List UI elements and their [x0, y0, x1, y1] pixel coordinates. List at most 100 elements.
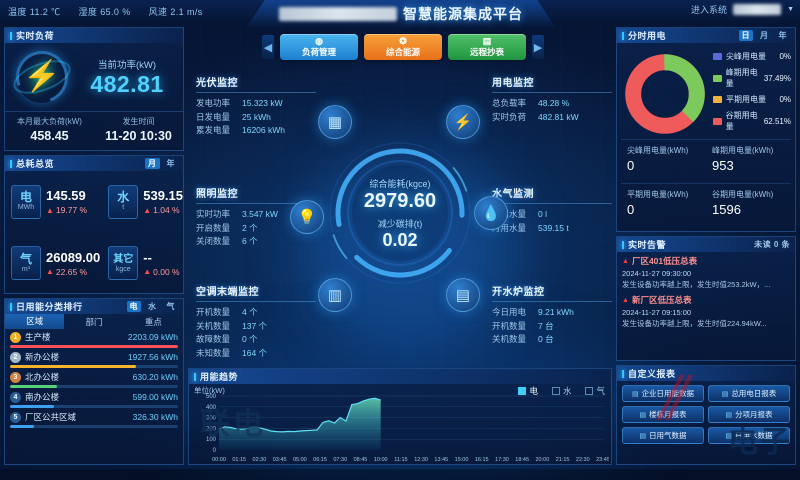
- tab-day[interactable]: 日: [738, 30, 753, 41]
- tab-water[interactable]: 水: [148, 302, 157, 311]
- tab-month[interactable]: 月: [760, 31, 769, 40]
- tab-month[interactable]: 月: [145, 158, 160, 169]
- legend-toggle-electricity[interactable]: 电: [518, 385, 538, 397]
- chevron-down-icon: ▼: [787, 6, 794, 13]
- rank-tab-department[interactable]: 部门: [85, 316, 103, 327]
- monitor-title: 光伏监控: [196, 74, 316, 93]
- rank-progress-fill: [10, 425, 34, 428]
- monitor-title: 照明监控: [196, 185, 316, 204]
- svg-text:21:15: 21:15: [556, 457, 570, 463]
- monitor-title: 水气监测: [492, 185, 612, 204]
- panel-title-bar: 日用能分类排行 电 水 气: [5, 299, 183, 314]
- legend-toggle-gas[interactable]: 气: [585, 385, 605, 397]
- nav-button-label: 远程抄表: [469, 46, 504, 57]
- panel-realtime-alarms: 实时告警 未读 0 条 ▲ 厂区401低压总表 2024-11-27 09:30:…: [616, 236, 796, 361]
- report-button-daily-gas[interactable]: ▤ 日用气数据: [622, 427, 704, 444]
- panel-energy-trend: 用能趋势 单位(kW) 电 水 气 0 100 200 300 400 500 00:00…: [188, 368, 612, 465]
- svg-text:07:30: 07:30: [333, 457, 347, 463]
- current-power-value: 482.81: [90, 71, 164, 97]
- svg-text:18:45: 18:45: [515, 457, 529, 463]
- solar-panel-icon: ▦: [318, 105, 352, 139]
- monitor-row: 故障数量 0 个: [196, 334, 258, 344]
- panel-title: 日用能分类排行: [16, 302, 83, 312]
- metric-char: 电: [19, 190, 32, 205]
- tou-value-grid: 尖峰用电量(kWh) 0 峰期用电量(kWh) 953 平期用电量(kWh) 0…: [617, 139, 795, 227]
- list-item[interactable]: ▲ 厂区401低压总表 2024-11-27 09:30:00 发生设备功率越上限…: [622, 255, 790, 290]
- medal-icon: 5: [10, 411, 21, 423]
- nav-next-button[interactable]: ▶: [532, 35, 544, 59]
- trend-line-chart: 0 100 200 300 400 500 00:00 01:15 02:30 03:45 05:…: [206, 394, 609, 463]
- rank-value: 2203.09 kWh: [127, 332, 178, 342]
- panel-total-consumption: 总耗总览 月 年 电 MWh 145.59 ▲ 19.77 % 水 t: [4, 155, 184, 294]
- metric-unit: m³: [21, 265, 31, 273]
- report-button-enterprise-daily[interactable]: ▤ 企业日用能数据: [622, 385, 704, 402]
- list-item[interactable]: ▲ 新厂区低压总表 2024-11-27 09:15:00 发生设备功率越上限，发…: [622, 294, 790, 329]
- alarm-list: ▲ 厂区401低压总表 2024-11-27 09:30:00 发生设备功率越上限…: [617, 252, 795, 336]
- rank-tab-key[interactable]: 重点: [144, 316, 162, 327]
- electricity-values: 145.59 ▲ 19.77 %: [46, 188, 87, 215]
- rank-tab-area[interactable]: 区域: [5, 314, 65, 329]
- list-item[interactable]: 3 北办公楼 630.20 kWh: [10, 371, 178, 388]
- metric-value: 145.59: [46, 188, 86, 204]
- energy-icon: ❂: [399, 35, 407, 46]
- rank-progress-track: [10, 405, 178, 408]
- title-accent-bar: [622, 240, 624, 249]
- nav-button-remote-meter[interactable]: ▤ 远程抄表: [448, 34, 526, 60]
- rank-value: 599.00 kWh: [132, 392, 178, 402]
- legend-item-sharp: 尖峰用电量 0%: [713, 51, 791, 62]
- arrow-up-icon: ▲: [46, 267, 54, 277]
- monitor-row: 关闭数量 6 个: [196, 236, 258, 246]
- legend-toggle-water[interactable]: 水: [551, 385, 571, 397]
- monitor-hvac: 空调末端监控 开机数量 4 个 关机数量 137 个 故障数量 0 个 未知数量 164…: [196, 283, 316, 360]
- nav-prev-button[interactable]: ◀: [262, 35, 274, 59]
- monitor-row: 开机数量 7 台: [492, 320, 554, 331]
- alarm-title: ▲ 新厂区低压总表: [622, 295, 692, 305]
- rank-name: 新办公楼: [25, 352, 60, 362]
- panel-title: 总耗总览: [16, 159, 55, 169]
- arrow-up-icon: ▲: [46, 205, 54, 215]
- svg-text:11:15: 11:15: [394, 457, 407, 463]
- enter-system-area[interactable]: 进入系统 ▼: [691, 3, 794, 16]
- list-item[interactable]: 1 生产楼 2203.09 kWh: [10, 331, 178, 348]
- list-item[interactable]: 2 新办公楼 1927.56 kWh: [10, 351, 178, 368]
- rank-row-top: 5 厂区公共区域 326.30 kWh: [10, 411, 178, 423]
- report-button-subitem-monthly[interactable]: ▤ 分项月报表: [708, 406, 790, 423]
- monitor-lighting: 照明监控 实时功率 3.547 kW 开启数量 2 个 关闭数量 6 个: [196, 185, 316, 249]
- occurrence-time-label: 发生时间: [122, 117, 155, 126]
- report-button-total-elec-daily[interactable]: ▤ 总用电日报表: [708, 385, 790, 402]
- system-select-redacted[interactable]: [733, 4, 782, 15]
- tab-gas[interactable]: 气: [166, 302, 175, 311]
- metric-trend: ▲ 1.04 %: [143, 205, 180, 216]
- tab-year[interactable]: 年: [778, 31, 787, 40]
- report-button-daily-water[interactable]: ▤ 日用水数据: [708, 427, 790, 444]
- medal-icon: 4: [10, 391, 21, 403]
- metric-unit: t: [122, 204, 125, 212]
- monitor-title: 用电监控: [492, 74, 612, 93]
- doc-icon: ▤: [639, 432, 647, 440]
- rank-progress-fill: [10, 365, 136, 368]
- period-tabs: 日 月 年: [738, 30, 791, 41]
- list-item[interactable]: 5 厂区公共区域 326.30 kWh: [10, 411, 178, 428]
- svg-text:05:00: 05:00: [293, 457, 307, 463]
- consumption-item-electricity: 电 MWh 145.59 ▲ 19.77 %: [5, 171, 102, 233]
- nav-button-load-management[interactable]: ◍ 负荷管理: [280, 34, 358, 60]
- metric-char: 水: [117, 190, 130, 205]
- tab-electricity[interactable]: 电: [126, 301, 141, 312]
- page-header: 智慧能源集成平台: [246, 0, 556, 28]
- svg-text:02:30: 02:30: [253, 457, 267, 463]
- realtime-load-body: ⚡ 当前功率(kW) 482.81: [5, 42, 183, 112]
- alarm-time: 2024-11-27 09:30:00: [622, 269, 692, 278]
- nav-button-integrated-energy[interactable]: ❂ 综合能源: [364, 34, 442, 60]
- realtime-load-footer: 本月最大负荷(kW) 458.45 发生时间 11-20 10:30: [5, 111, 183, 149]
- tab-year[interactable]: 年: [166, 159, 175, 168]
- warning-icon: ▲: [622, 296, 629, 304]
- gauge-text: 综合能耗(kgce) 2979.60 减少碳排(t) 0.02: [327, 140, 473, 286]
- metric-value: 539.15: [143, 188, 183, 204]
- panel-title: 自定义报表: [628, 369, 676, 379]
- other-badge: 其它 kgce: [108, 246, 139, 281]
- monitor-boiler: 开水炉监控 今日用电 9.21 kWh 开机数量 7 台 关机数量 0 台: [492, 283, 612, 347]
- doc-icon: ▤: [631, 390, 639, 398]
- alarm-message: 发生设备功率越上限，发生时值224.94kW...: [622, 319, 767, 328]
- list-item[interactable]: 4 南办公楼 599.00 kWh: [10, 391, 178, 408]
- report-button-building-monthly[interactable]: ▤ 楼栋月报表: [622, 406, 704, 423]
